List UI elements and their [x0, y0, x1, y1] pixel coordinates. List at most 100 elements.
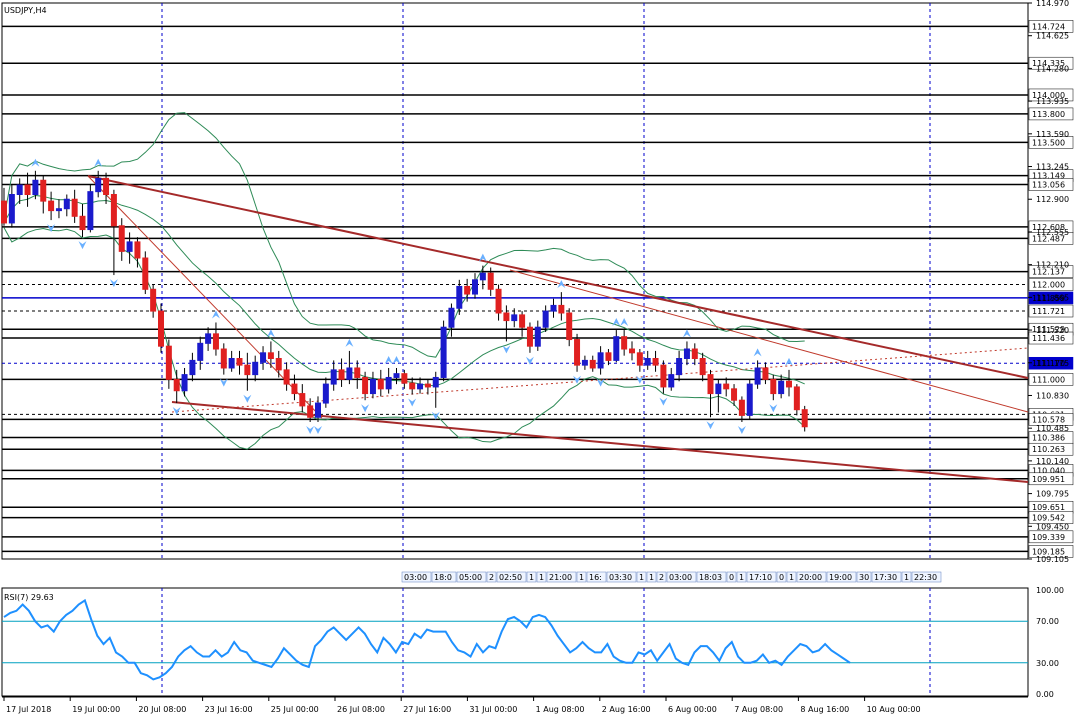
rsi-tick-label: 70.00 — [1036, 617, 1059, 626]
time-tick-label: 8 Aug 16:00 — [800, 705, 849, 714]
time-label-text: 05:00 — [459, 573, 482, 582]
candle-body — [495, 288, 502, 314]
time-axis: 17 Jul 2018 19 Jul 00:00 20 Jul 08:00 23 Ju… — [2, 696, 1028, 714]
candle-body — [150, 288, 157, 312]
fractal-down-marker — [47, 224, 56, 233]
time-tick-label: 20 Jul 08:00 — [138, 705, 186, 714]
chart-title: USDJPY,H4 — [4, 6, 47, 15]
price-tick-label: 112.900 — [1036, 195, 1069, 204]
fractal-down-marker — [306, 426, 315, 435]
fractal-up-marker — [620, 318, 629, 327]
candle-body — [409, 382, 416, 390]
time-label-text: 21:00 — [549, 573, 572, 582]
fractal-down-marker — [109, 279, 118, 288]
support-resistance-levels — [2, 25, 1028, 553]
fractal-up-marker — [94, 158, 103, 167]
time-label-box — [526, 571, 537, 583]
candle-body — [103, 177, 110, 195]
candle-body — [424, 383, 431, 388]
fractal-down-marker — [596, 378, 605, 387]
candle-body — [566, 312, 573, 341]
time-label-text: 30 — [859, 573, 869, 582]
candle-body — [173, 378, 180, 392]
price-tick-label: 113.245 — [1036, 163, 1069, 172]
time-label-text: 17:30 — [874, 573, 897, 582]
candle-body — [511, 314, 518, 322]
time-tick-label: 19 Jul 00:00 — [72, 705, 120, 714]
price-tick-label: 109.105 — [1036, 555, 1069, 564]
fractal-down-marker — [314, 426, 322, 435]
level-price-tag — [1028, 331, 1074, 345]
candle-body — [526, 326, 533, 347]
level-price-label: 110.040 — [1032, 466, 1065, 475]
level-price-tag — [1028, 304, 1074, 318]
time-label-text: 19:00 — [829, 573, 852, 582]
fractal-down-marker — [243, 394, 252, 403]
candle-body — [79, 215, 86, 231]
candle-body — [236, 357, 243, 366]
candle-body — [589, 359, 596, 369]
dotted-channel-line — [171, 347, 1029, 413]
candle-body — [597, 352, 604, 369]
candle-body — [699, 357, 706, 376]
candlesticks — [1, 170, 808, 432]
time-label-box — [796, 571, 827, 583]
time-label-box — [911, 571, 942, 583]
candle-body — [417, 383, 424, 390]
level-price-label: 112.608 — [1032, 223, 1065, 232]
price-tick-label: 110.485 — [1036, 424, 1069, 433]
level-price-tag — [1028, 472, 1074, 486]
upper-band — [3, 112, 805, 358]
time-label-text: 1 — [649, 573, 654, 582]
fractal-markers — [31, 158, 793, 435]
candle-body — [542, 310, 549, 328]
fractal-down-marker — [573, 375, 582, 384]
time-label-box — [546, 571, 577, 583]
candle-body — [503, 312, 510, 322]
candle-body — [793, 386, 800, 411]
candle-body — [16, 184, 23, 195]
fractal-up-marker — [211, 310, 220, 319]
candle-body — [307, 405, 314, 418]
level-price-label: 109.339 — [1032, 533, 1065, 542]
time-label-text: 1 — [579, 573, 584, 582]
price-tick-label: 112.555 — [1036, 228, 1069, 237]
main-frame — [1, 2, 1029, 560]
time-tick-label: 17 Jul 2018 — [6, 705, 51, 714]
level-price-label: 111.000 — [1032, 375, 1065, 384]
candle-body — [197, 342, 204, 361]
candle-body — [330, 369, 337, 385]
fractal-up-marker — [31, 158, 40, 167]
time-tick-label: 10 Aug 00:00 — [867, 705, 921, 714]
candle-body — [746, 383, 753, 416]
level-price-label: 111.721 — [1032, 307, 1065, 316]
level-price-label: 112.487 — [1032, 234, 1065, 243]
candle-body — [472, 279, 478, 295]
time-label-box — [736, 571, 747, 583]
rsi-tick-label: 100.00 — [1036, 586, 1064, 595]
candle-body — [464, 285, 471, 295]
level-price-tag — [1028, 373, 1074, 386]
candle-body — [683, 348, 690, 359]
level-price-label: 113.149 — [1032, 172, 1065, 181]
fractal-down-marker — [219, 378, 228, 387]
candle-body — [205, 333, 212, 344]
time-tick-label: 26 Jul 08:00 — [337, 705, 385, 714]
fractal-down-marker — [431, 411, 440, 420]
time-label-box — [666, 571, 697, 583]
candle-body — [558, 304, 565, 314]
level-price-tag — [1028, 56, 1074, 70]
time-label-text: 1 — [904, 573, 909, 582]
candle-body — [63, 198, 70, 210]
time-label-box — [786, 571, 797, 583]
price-tick-label: 113.935 — [1036, 97, 1069, 106]
candle-body — [801, 409, 808, 428]
price-axis: 114.724 114.335 114.000 113.800 113.500 113.1… — [1028, 0, 1074, 564]
fractal-down-marker — [408, 398, 417, 407]
candle-body — [574, 339, 581, 366]
rsi-label: RSI(7) 29.63 — [4, 593, 54, 602]
time-label-box — [636, 571, 647, 583]
candle-body — [362, 376, 369, 395]
level-price-label: 114.335 — [1032, 59, 1065, 68]
